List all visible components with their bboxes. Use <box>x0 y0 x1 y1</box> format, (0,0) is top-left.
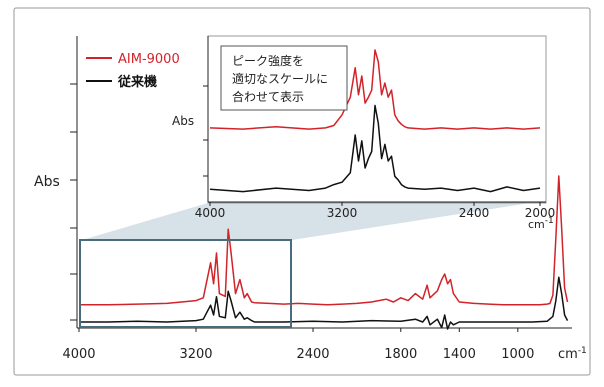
main-y-label: Abs <box>34 174 60 190</box>
callout-line-2: 適切なスケールに <box>232 71 328 86</box>
callout-box <box>220 45 348 111</box>
x-tick-label: 2400 <box>296 347 329 362</box>
series-line-aim-9000 <box>209 49 541 130</box>
zoom-projection <box>82 203 530 240</box>
callout-line-1: ピーク強度を <box>232 53 304 68</box>
x-tick-label: 3200 <box>179 347 212 362</box>
x-tick-label: 2400 <box>459 206 490 220</box>
inset-y-label: Abs <box>172 114 194 128</box>
series-line-conventional <box>209 104 541 193</box>
x-tick-label: 4000 <box>195 206 226 220</box>
inset-plot: Abs 4000 3200 2400 2000 cm-1 <box>172 36 555 231</box>
series-line-aim-9000 <box>79 175 569 306</box>
legend: AIM-9000 従来機 <box>86 52 180 90</box>
legend-label-aim: AIM-9000 <box>118 52 180 67</box>
x-tick-label: 1400 <box>443 347 476 362</box>
callout-line-3: 合わせて表示 <box>232 89 304 104</box>
x-tick-label: 1800 <box>384 347 417 362</box>
zoom-region-box <box>79 239 292 328</box>
x-tick-label: 4000 <box>62 347 95 362</box>
figure-border <box>13 7 591 376</box>
x-tick-label: 2000 <box>525 206 556 220</box>
legend-label-conventional: 従来機 <box>117 74 157 90</box>
inset-series <box>209 49 541 193</box>
main-x-ticks: 4000 3200 2400 1800 1400 1000 <box>62 328 534 362</box>
x-tick-label: 1000 <box>501 347 534 362</box>
inset-x-unit: cm-1 <box>528 216 554 231</box>
main-series <box>79 175 569 330</box>
inset-x-ticks: 4000 3200 2400 2000 <box>195 202 556 220</box>
main-plot: Abs 4000 3200 2400 1800 1400 1000 cm-1 <box>34 36 587 362</box>
series-line-conventional <box>79 276 569 330</box>
x-tick-label: 3200 <box>327 206 358 220</box>
main-x-unit: cm-1 <box>558 346 587 362</box>
